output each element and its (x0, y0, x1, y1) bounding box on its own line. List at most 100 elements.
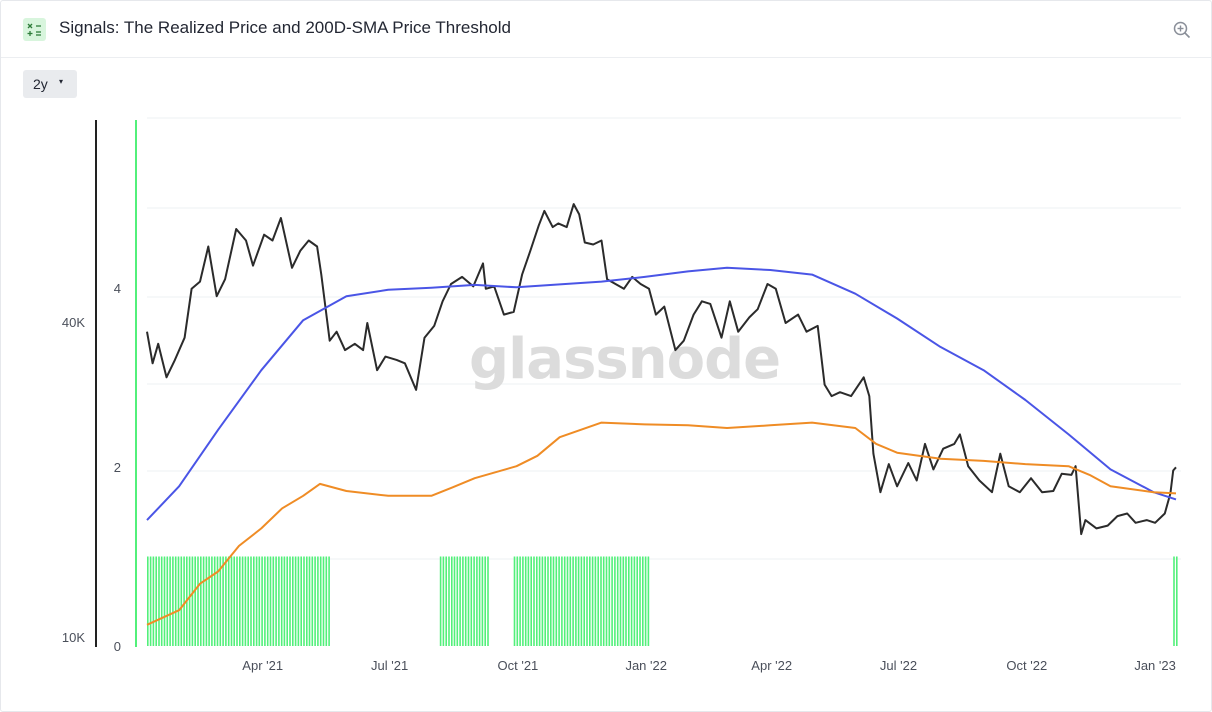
signal-bar (194, 556, 196, 646)
signal-bar (594, 556, 597, 646)
signal-bar (464, 556, 467, 646)
signal-bar (322, 556, 325, 646)
signal-bar (236, 556, 238, 646)
signal-bar (289, 556, 291, 646)
signal-bar (589, 556, 591, 646)
signal-bar (258, 556, 261, 646)
signal-bar (300, 556, 302, 646)
signal-bar (244, 556, 247, 646)
signal-bar (462, 556, 464, 646)
signal-bar (547, 556, 549, 646)
calculator-icon (23, 18, 46, 41)
signal-bar (453, 556, 456, 646)
left-tick-label: 40K (62, 315, 85, 330)
time-range-label: 2y (33, 76, 48, 92)
time-range-dropdown[interactable]: 2y ▾ (23, 70, 77, 98)
signal-bar (272, 556, 275, 646)
signal-bar (317, 556, 319, 646)
signal-bar (155, 556, 157, 646)
signal-bar (197, 556, 199, 646)
signal-tick-label: 0 (114, 639, 121, 654)
signal-bar (172, 556, 174, 646)
signal-bar (630, 556, 633, 646)
signal-bar (481, 556, 484, 646)
signal-bar (174, 556, 177, 646)
signal-bar (524, 556, 527, 646)
signal-bar (561, 556, 563, 646)
x-tick-label: Jan '22 (625, 658, 667, 673)
signal-bar (311, 556, 314, 646)
signal-bar (622, 556, 625, 646)
signal-bar (591, 556, 594, 646)
signal-bar (239, 556, 241, 646)
signal-bar (516, 556, 519, 646)
x-tick-label: Jul '21 (371, 658, 408, 673)
signal-bar (191, 556, 194, 646)
signal-bar (628, 556, 630, 646)
signal-bar (555, 556, 558, 646)
signal-bar (541, 556, 544, 646)
signal-bar (269, 556, 272, 646)
card-header: Signals: The Realized Price and 200D-SMA… (1, 1, 1211, 58)
signal-bar (636, 556, 638, 646)
signal-bar (644, 556, 647, 646)
signal-bar (177, 556, 180, 646)
signal-bar (439, 556, 442, 646)
signal-bar (619, 556, 622, 646)
signal-bar (166, 556, 169, 646)
signal-bar (202, 556, 205, 646)
signal-bar (275, 556, 277, 646)
signal-bar (633, 556, 636, 646)
signal-bar (600, 556, 602, 646)
signal-bar (552, 556, 555, 646)
signal-bar (538, 556, 541, 646)
signal-bar (513, 556, 516, 646)
series-line-sma (146, 266, 1177, 521)
signal-bar (158, 556, 160, 646)
signal-bar (188, 556, 191, 646)
signal-bar (180, 556, 183, 646)
signal-bar (219, 556, 222, 646)
signal-bar (451, 556, 453, 646)
x-tick-label: Oct '21 (498, 658, 539, 673)
signal-bar (575, 556, 577, 646)
series-line-price (146, 203, 1177, 536)
signal-bars (147, 556, 1178, 646)
signal-bar (586, 556, 588, 646)
signal-bar (442, 556, 445, 646)
signal-bar (550, 556, 552, 646)
signal-bar (473, 556, 475, 646)
left-tick-label: 10K (62, 630, 85, 645)
signal-bar (544, 556, 546, 646)
signal-bar (230, 556, 233, 646)
zoom-in-icon[interactable] (1172, 20, 1192, 40)
signal-bar (250, 556, 252, 646)
signal-bar (605, 556, 608, 646)
signal-bar (152, 556, 155, 646)
signal-bar (487, 556, 489, 646)
signal-bar (448, 556, 450, 646)
signal-bar (308, 556, 311, 646)
signal-bar (583, 556, 585, 646)
signal-bar (569, 556, 572, 646)
signal-tick-label: 2 (114, 460, 121, 475)
signal-bar (200, 556, 202, 646)
signal-bar (527, 556, 530, 646)
axes: 40K 10K 4 2 0 Apr '21 Jul '21 Oct '21 Jan '22 Apr… (62, 120, 1176, 673)
signal-bar (319, 556, 322, 646)
x-tick-label: Jul '22 (880, 658, 917, 673)
signal-bar (294, 556, 297, 646)
signal-bar (264, 556, 266, 646)
series-lines (146, 203, 1177, 626)
signal-bar (597, 556, 599, 646)
signal-bar (227, 556, 230, 646)
signal-bar (467, 556, 470, 646)
caret-down-icon: ▾ (59, 77, 64, 86)
signal-bar (233, 556, 235, 646)
signal-bar (183, 556, 185, 646)
signal-bar (519, 556, 521, 646)
signal-bar (580, 556, 583, 646)
signal-bar (266, 556, 269, 646)
signal-bar (608, 556, 611, 646)
